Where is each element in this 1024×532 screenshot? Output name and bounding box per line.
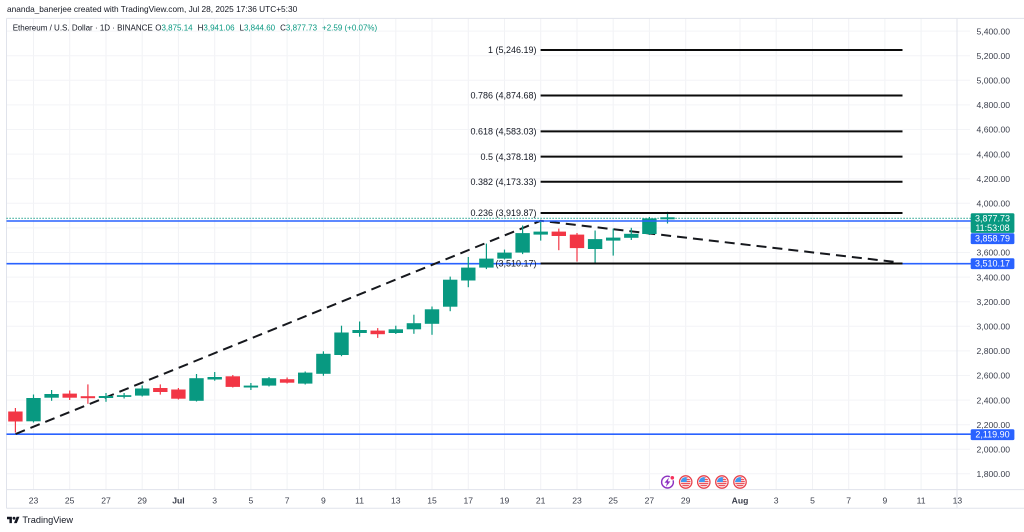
svg-text:2,200.00: 2,200.00 <box>977 420 1011 430</box>
svg-text:13: 13 <box>953 496 963 506</box>
svg-text:4,200.00: 4,200.00 <box>977 174 1011 184</box>
svg-text:1,800.00: 1,800.00 <box>977 469 1011 479</box>
svg-text:29: 29 <box>681 496 691 506</box>
svg-text:3,200.00: 3,200.00 <box>977 297 1011 307</box>
svg-text:0.618 (4,583.03): 0.618 (4,583.03) <box>470 127 536 137</box>
svg-text:3,600.00: 3,600.00 <box>977 248 1011 258</box>
svg-text:2,119.90: 2,119.90 <box>975 430 1009 440</box>
svg-text:4,800.00: 4,800.00 <box>977 100 1011 110</box>
svg-text:3,510.17: 3,510.17 <box>975 259 1010 269</box>
svg-text:Aug: Aug <box>732 496 749 506</box>
svg-text:ananda_banerjee created with T: ananda_banerjee created with TradingView… <box>7 4 298 14</box>
svg-text:2,600.00: 2,600.00 <box>977 371 1011 381</box>
svg-text:3,000.00: 3,000.00 <box>977 322 1011 332</box>
svg-text:5,400.00: 5,400.00 <box>977 26 1011 36</box>
svg-text:11: 11 <box>355 496 364 506</box>
svg-text:19: 19 <box>500 496 510 506</box>
svg-text:0 (3,510.17): 0 (3,510.17) <box>488 259 537 269</box>
svg-text:2,400.00: 2,400.00 <box>977 395 1011 405</box>
svg-text:17: 17 <box>464 496 474 506</box>
svg-text:3,858.79: 3,858.79 <box>975 234 1010 244</box>
svg-text:4,400.00: 4,400.00 <box>977 149 1011 159</box>
svg-text:11: 11 <box>917 496 926 506</box>
svg-text:4,600.00: 4,600.00 <box>977 125 1011 135</box>
svg-text:15: 15 <box>427 496 437 506</box>
svg-text:4,000.00: 4,000.00 <box>977 199 1011 209</box>
svg-text:7: 7 <box>285 496 290 506</box>
svg-text:27: 27 <box>101 496 111 506</box>
svg-text:7: 7 <box>846 496 851 506</box>
svg-text:0.786 (4,874.68): 0.786 (4,874.68) <box>470 91 536 101</box>
svg-text:2,800.00: 2,800.00 <box>977 346 1011 356</box>
svg-text:21: 21 <box>536 496 546 506</box>
svg-text:25: 25 <box>608 496 618 506</box>
svg-text:27: 27 <box>645 496 655 506</box>
svg-text:11:53:08: 11:53:08 <box>975 223 1009 233</box>
svg-text:3,400.00: 3,400.00 <box>977 272 1011 282</box>
svg-text:29: 29 <box>137 496 147 506</box>
svg-text:9: 9 <box>883 496 888 506</box>
svg-text:5,000.00: 5,000.00 <box>977 76 1011 86</box>
svg-text:2,000.00: 2,000.00 <box>977 444 1011 454</box>
svg-text:0.382 (4,173.33): 0.382 (4,173.33) <box>470 177 536 187</box>
svg-text:23: 23 <box>29 496 39 506</box>
svg-text:9: 9 <box>321 496 326 506</box>
svg-text:3: 3 <box>774 496 779 506</box>
svg-text:3,877.73: 3,877.73 <box>975 214 1010 224</box>
svg-text:23: 23 <box>572 496 582 506</box>
svg-text:0.5 (4,378.18): 0.5 (4,378.18) <box>480 152 536 162</box>
svg-text:0.236 (3,919.87): 0.236 (3,919.87) <box>470 208 536 218</box>
svg-text:13: 13 <box>391 496 401 506</box>
svg-text:5: 5 <box>249 496 254 506</box>
svg-text:5,200.00: 5,200.00 <box>977 51 1011 61</box>
svg-text:3: 3 <box>212 496 217 506</box>
svg-text:5: 5 <box>810 496 815 506</box>
svg-text:TradingView: TradingView <box>22 515 73 525</box>
svg-text:25: 25 <box>65 496 75 506</box>
svg-text:Jul: Jul <box>172 496 184 506</box>
svg-text:1 (5,246.19): 1 (5,246.19) <box>488 45 537 55</box>
